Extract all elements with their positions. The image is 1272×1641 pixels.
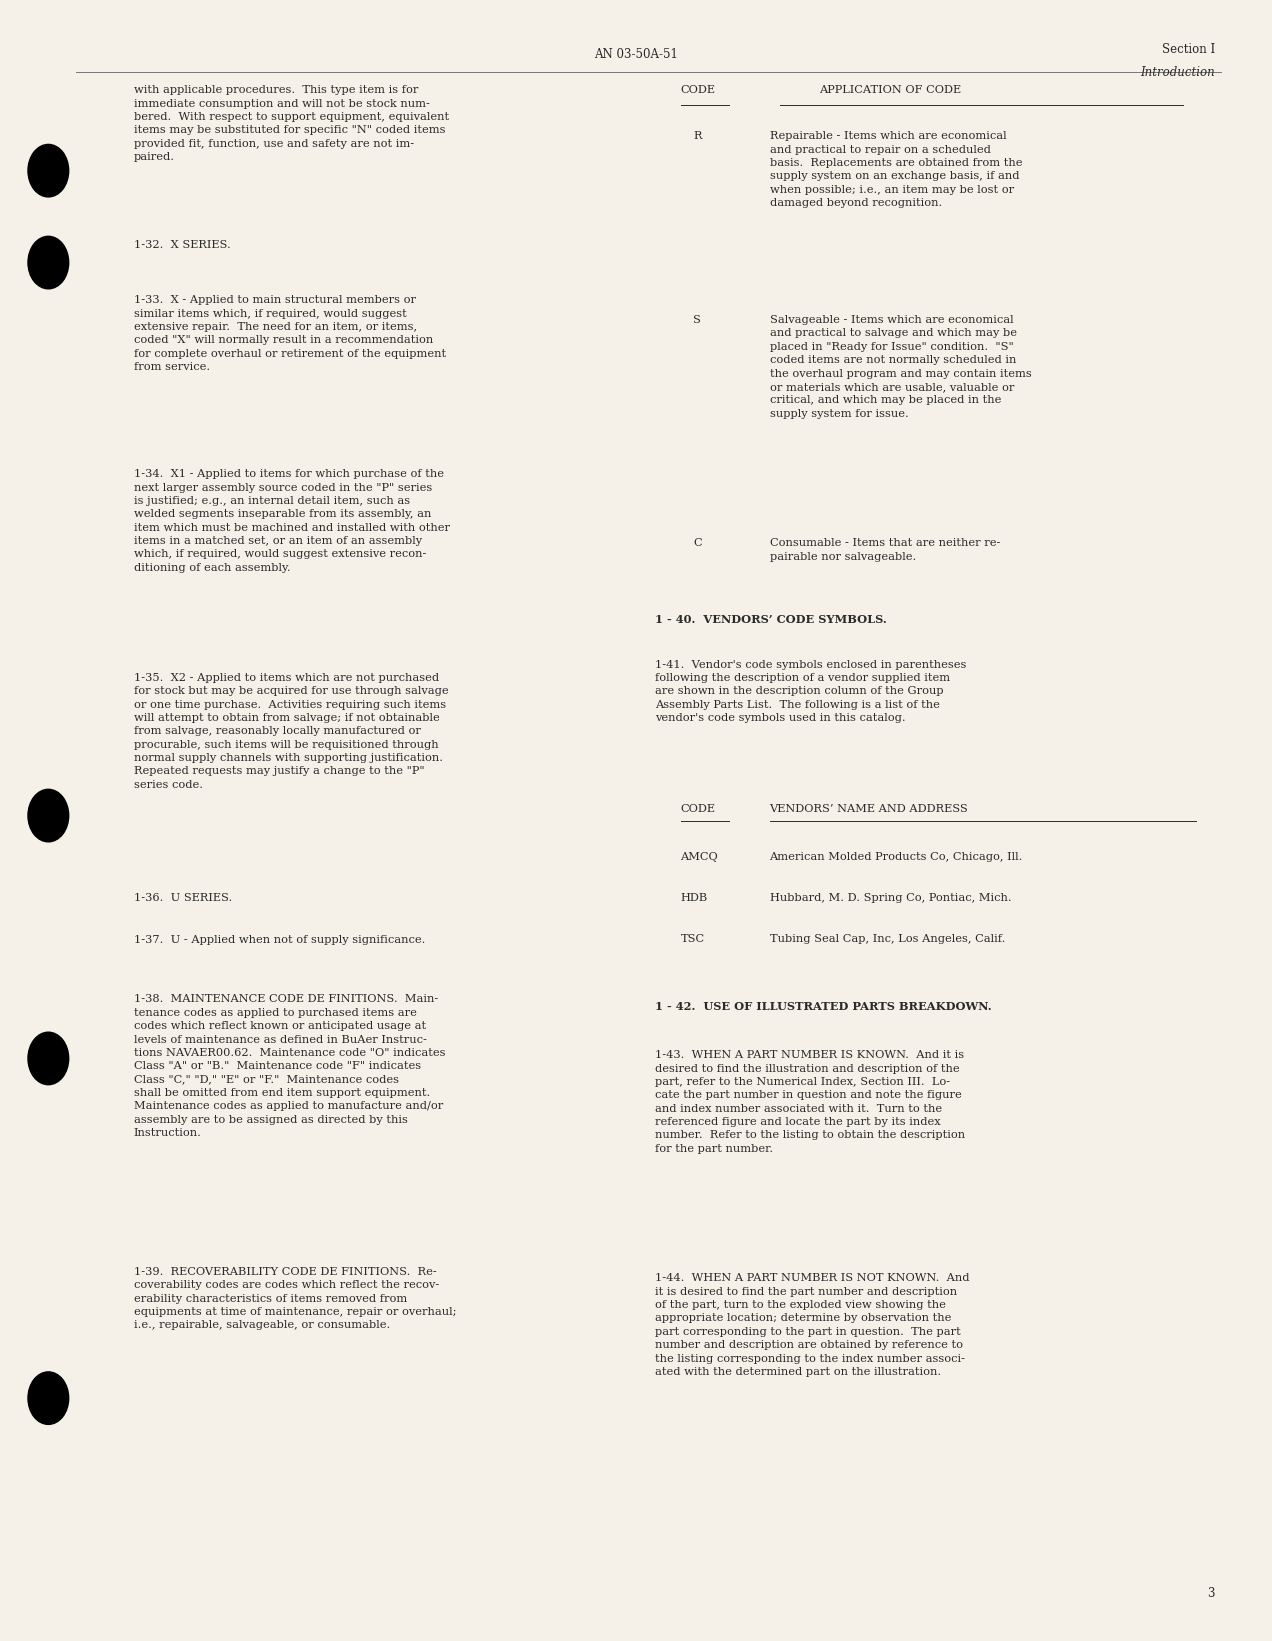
Text: 1-39.  RECOVERABILITY CODE DE FINITIONS.  Re-
coverability codes are codes which: 1-39. RECOVERABILITY CODE DE FINITIONS. … [134,1267,457,1331]
Text: 1-33.  X - Applied to main structural members or
similar items which, if require: 1-33. X - Applied to main structural mem… [134,295,445,373]
Text: 1-41.  Vendor's code symbols enclosed in parentheses
following the description o: 1-41. Vendor's code symbols enclosed in … [655,660,967,724]
Text: R: R [693,131,702,141]
Text: TSC: TSC [681,934,705,944]
Text: APPLICATION OF CODE: APPLICATION OF CODE [819,85,962,95]
Text: AN 03-50A-51: AN 03-50A-51 [594,48,678,61]
Text: AMCQ: AMCQ [681,852,719,862]
Text: 1-43.  WHEN A PART NUMBER IS KNOWN.  And it is
desired to find the illustration : 1-43. WHEN A PART NUMBER IS KNOWN. And i… [655,1050,965,1154]
Text: with applicable procedures.  This type item is for
immediate consumption and wil: with applicable procedures. This type it… [134,85,449,162]
Text: 1-37.  U - Applied when not of supply significance.: 1-37. U - Applied when not of supply sig… [134,935,425,945]
Text: Salvageable - Items which are economical
and practical to salvage and which may : Salvageable - Items which are economical… [770,315,1032,418]
Text: Consumable - Items that are neither re-
pairable nor salvageable.: Consumable - Items that are neither re- … [770,538,1000,561]
Circle shape [28,789,69,842]
Circle shape [28,144,69,197]
Text: 1 - 40.  VENDORS’ CODE SYMBOLS.: 1 - 40. VENDORS’ CODE SYMBOLS. [655,614,887,625]
Text: 1 - 42.  USE OF ILLUSTRATED PARTS BREAKDOWN.: 1 - 42. USE OF ILLUSTRATED PARTS BREAKDO… [655,1001,992,1012]
Text: 1-38.  MAINTENANCE CODE DE FINITIONS.  Main-
tenance codes as applied to purchas: 1-38. MAINTENANCE CODE DE FINITIONS. Mai… [134,994,445,1139]
Text: CODE: CODE [681,85,716,95]
Text: 1-35.  X2 - Applied to items which are not purchased
for stock but may be acquir: 1-35. X2 - Applied to items which are no… [134,673,448,789]
Text: C: C [693,538,702,548]
Text: 1-32.  X SERIES.: 1-32. X SERIES. [134,240,230,249]
Text: 3: 3 [1207,1587,1215,1600]
Circle shape [28,236,69,289]
Text: Introduction: Introduction [1140,66,1215,79]
Text: American Molded Products Co, Chicago, Ill.: American Molded Products Co, Chicago, Il… [770,852,1023,862]
Text: VENDORS’ NAME AND ADDRESS: VENDORS’ NAME AND ADDRESS [770,804,968,814]
Circle shape [28,1032,69,1085]
Text: S: S [693,315,701,325]
Text: 1-36.  U SERIES.: 1-36. U SERIES. [134,893,232,903]
Text: Hubbard, M. D. Spring Co, Pontiac, Mich.: Hubbard, M. D. Spring Co, Pontiac, Mich. [770,893,1011,903]
Text: Section I: Section I [1161,43,1215,56]
Text: HDB: HDB [681,893,707,903]
Text: 1-44.  WHEN A PART NUMBER IS NOT KNOWN.  And
it is desired to find the part numb: 1-44. WHEN A PART NUMBER IS NOT KNOWN. A… [655,1273,969,1377]
Text: Repairable - Items which are economical
and practical to repair on a scheduled
b: Repairable - Items which are economical … [770,131,1023,208]
Circle shape [28,1372,69,1424]
Text: CODE: CODE [681,804,716,814]
Text: 1-34.  X1 - Applied to items for which purchase of the
next larger assembly sour: 1-34. X1 - Applied to items for which pu… [134,469,449,573]
Text: Tubing Seal Cap, Inc, Los Angeles, Calif.: Tubing Seal Cap, Inc, Los Angeles, Calif… [770,934,1005,944]
